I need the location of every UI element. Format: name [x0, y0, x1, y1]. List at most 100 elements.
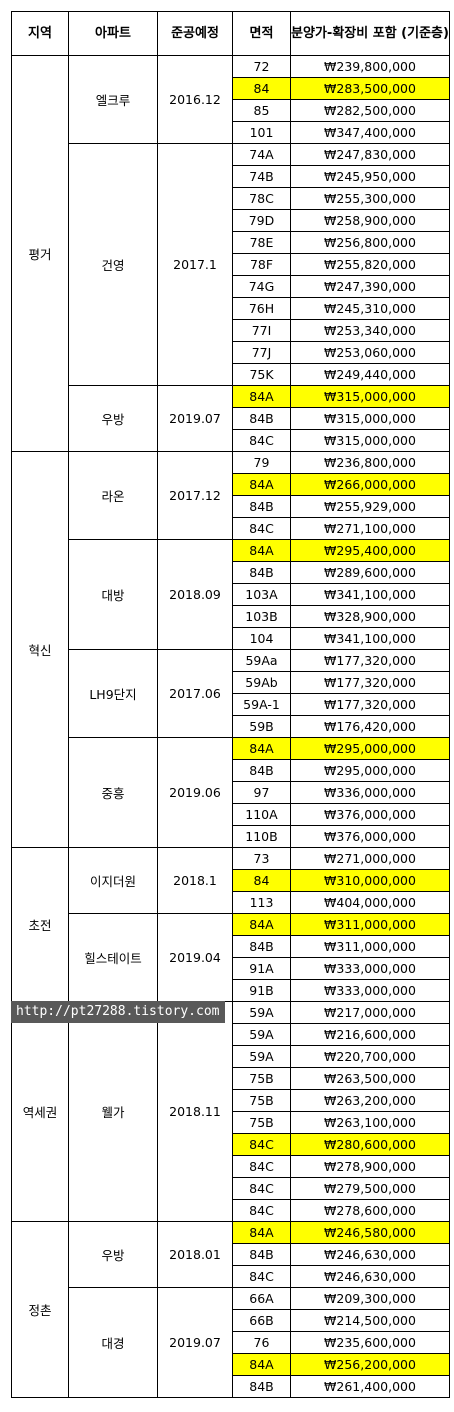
- area-cell: 59Aa: [232, 649, 291, 672]
- price-cell: ₩247,390,000: [290, 275, 450, 298]
- apartment-cell: 대방: [68, 539, 158, 650]
- table-row: 84C ₩315,000,000: [12, 429, 450, 452]
- table-row: 84A ₩256,200,000: [12, 1353, 450, 1376]
- price-cell: ₩245,950,000: [290, 165, 450, 188]
- price-cell: ₩347,400,000: [290, 121, 450, 144]
- area-cell: 74G: [232, 275, 291, 298]
- area-cell: 75B: [232, 1067, 291, 1090]
- completion-cell: 2019.06: [157, 737, 233, 848]
- table-row: 59A-1 ₩177,320,000: [12, 693, 450, 716]
- area-cell: 84B: [232, 1375, 291, 1398]
- table-row: 84C ₩278,900,000: [12, 1155, 450, 1178]
- apartment-cell: 엘크루: [68, 55, 158, 144]
- apartment-price-table: 지역 아파트 준공예정 면적 분양가-확장비 포함 (기준층) 평거 엘크루 201…: [11, 11, 450, 1398]
- area-cell: 76H: [232, 297, 291, 320]
- price-cell: ₩176,420,000: [290, 715, 450, 738]
- area-cell: 84A: [232, 473, 291, 496]
- price-cell: ₩177,320,000: [290, 671, 450, 694]
- region-cell: 역세권: [11, 1001, 69, 1222]
- table-row: 77I ₩253,340,000: [12, 319, 450, 342]
- area-cell: 77I: [232, 319, 291, 342]
- table-row: 84B ₩261,400,000: [12, 1375, 450, 1398]
- area-cell: 84C: [232, 429, 291, 452]
- area-cell: 84B: [232, 561, 291, 584]
- price-cell: ₩280,600,000: [290, 1133, 450, 1156]
- apartment-cell: 중흥: [68, 737, 158, 848]
- apartment-cell: 이지더원: [68, 847, 158, 914]
- header-region: 지역: [11, 11, 69, 56]
- area-cell: 84B: [232, 407, 291, 430]
- apartment-cell: LH9단지: [68, 649, 158, 738]
- price-cell: ₩315,000,000: [290, 385, 450, 408]
- apartment-cell: 대경: [68, 1287, 158, 1398]
- price-cell: ₩209,300,000: [290, 1287, 450, 1310]
- area-cell: 91B: [232, 979, 291, 1002]
- price-cell: ₩246,630,000: [290, 1243, 450, 1266]
- completion-cell: 2017.06: [157, 649, 233, 738]
- table-row: 59A ₩216,600,000: [12, 1023, 450, 1046]
- area-cell: 78F: [232, 253, 291, 276]
- table-row: 76 ₩235,600,000: [12, 1331, 450, 1354]
- price-cell: ₩404,000,000: [290, 891, 450, 914]
- area-cell: 59A: [232, 1001, 291, 1024]
- table-row: 84C ₩278,600,000: [12, 1199, 450, 1222]
- completion-cell: 2019.07: [157, 385, 233, 452]
- table-row: 대경 2019.07 66A ₩209,300,000: [12, 1287, 450, 1398]
- price-cell: ₩341,100,000: [290, 583, 450, 606]
- price-cell: ₩263,200,000: [290, 1089, 450, 1112]
- price-cell: ₩263,500,000: [290, 1067, 450, 1090]
- header-row: 지역 아파트 준공예정 면적 분양가-확장비 포함 (기준층): [11, 11, 450, 56]
- table-row: 75B ₩263,100,000: [12, 1111, 450, 1134]
- table-row: 우방 2019.07 84A ₩315,000,000: [12, 385, 450, 452]
- area-cell: 66A: [232, 1287, 291, 1310]
- table-row: 97 ₩336,000,000: [12, 781, 450, 804]
- area-cell: 59A: [232, 1023, 291, 1046]
- price-cell: ₩239,800,000: [290, 55, 450, 78]
- table-row: LH9단지 2017.06 59Aa ₩177,320,000: [12, 649, 450, 738]
- table-row: 59Ab ₩177,320,000: [12, 671, 450, 694]
- price-cell: ₩376,000,000: [290, 825, 450, 848]
- table-row: 역세권 웰가 2018.11 59A ₩217,000,000: [11, 1001, 450, 1222]
- apartment-cell: 힐스테이트: [68, 913, 158, 1002]
- price-cell: ₩217,000,000: [290, 1001, 450, 1024]
- table-row: 59A ₩220,700,000: [12, 1045, 450, 1068]
- table-row: 91A ₩333,000,000: [12, 957, 450, 980]
- area-cell: 84A: [232, 1353, 291, 1376]
- price-cell: ₩311,000,000: [290, 913, 450, 936]
- area-cell: 84C: [232, 517, 291, 540]
- table-row: 75K ₩249,440,000: [12, 363, 450, 386]
- area-cell: 84C: [232, 1199, 291, 1222]
- table-row: 중흥 2019.06 84A ₩295,000,000: [12, 737, 450, 848]
- price-cell: ₩328,900,000: [290, 605, 450, 628]
- area-cell: 91A: [232, 957, 291, 980]
- area-cell: 84A: [232, 539, 291, 562]
- table-row: 103A ₩341,100,000: [12, 583, 450, 606]
- table-row: 평거 엘크루 2016.12 72 ₩239,800,000: [11, 55, 450, 452]
- area-cell: 79D: [232, 209, 291, 232]
- area-cell: 84: [232, 77, 291, 100]
- table-row: 초전 이지더원 2018.1 73 ₩271,000,000: [11, 847, 450, 1002]
- price-cell: ₩266,000,000: [290, 473, 450, 496]
- price-cell: ₩271,000,000: [290, 847, 450, 870]
- region-cell: 정촌: [11, 1221, 69, 1398]
- price-cell: ₩253,340,000: [290, 319, 450, 342]
- price-cell: ₩258,900,000: [290, 209, 450, 232]
- area-cell: 84B: [232, 935, 291, 958]
- apartment-cell: 우방: [68, 385, 158, 452]
- price-cell: ₩245,310,000: [290, 297, 450, 320]
- area-cell: 84B: [232, 495, 291, 518]
- price-cell: ₩278,900,000: [290, 1155, 450, 1178]
- table-row: 혁신 라온 2017.12 79 ₩236,800,000: [11, 451, 450, 848]
- area-cell: 59A-1: [232, 693, 291, 716]
- area-cell: 79: [232, 451, 291, 474]
- area-cell: 84A: [232, 385, 291, 408]
- price-cell: ₩333,000,000: [290, 979, 450, 1002]
- table-row: 84C ₩279,500,000: [12, 1177, 450, 1200]
- table-row: 75B ₩263,200,000: [12, 1089, 450, 1112]
- completion-cell: 2018.01: [157, 1221, 233, 1288]
- table-row: 77J ₩253,060,000: [12, 341, 450, 364]
- table-row: 78F ₩255,820,000: [12, 253, 450, 276]
- price-cell: ₩295,400,000: [290, 539, 450, 562]
- table-row: 75B ₩263,500,000: [12, 1067, 450, 1090]
- area-cell: 75B: [232, 1089, 291, 1112]
